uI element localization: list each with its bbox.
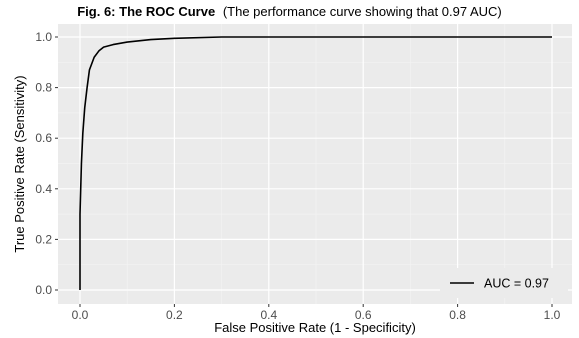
y-tick-label: 0.0 [35,283,52,297]
x-tick-label: 1.0 [544,308,561,322]
plot-panel [58,24,572,304]
x-tick-label: 0.0 [72,308,89,322]
x-axis-ticks: 0.0 0.2 0.4 0.6 0.8 1.0 [72,304,561,322]
y-tick-label: 0.2 [35,232,52,246]
x-tick-label: 0.8 [449,308,466,322]
x-tick-label: 0.4 [260,308,277,322]
minor-gridlines [58,24,572,304]
y-tick-label: 1.0 [35,30,52,44]
roc-curve-line [79,36,552,290]
x-tick-label: 0.6 [355,308,372,322]
y-tick-label: 0.8 [35,81,52,95]
x-tick-label: 0.2 [166,308,183,322]
y-tick-label: 0.6 [35,131,52,145]
x-axis-label: False Positive Rate (1 - Specificity) [214,320,416,335]
chart-subtitle: (The performance curve showing that 0.97… [223,4,502,19]
chart-title-line: Fig. 6: The ROC Curve (The performance c… [77,4,502,19]
y-axis-label: True Positive Rate (Sensitivity) [12,75,27,252]
chart-title: Fig. 6: The ROC Curve [77,4,215,19]
y-axis-ticks: 0.0 0.2 0.4 0.6 0.8 1.0 [35,30,58,297]
y-tick-label: 0.4 [35,182,52,196]
legend: AUC = 0.97 [440,268,568,298]
legend-label: AUC = 0.97 [484,277,549,291]
curve-layer [79,36,552,290]
